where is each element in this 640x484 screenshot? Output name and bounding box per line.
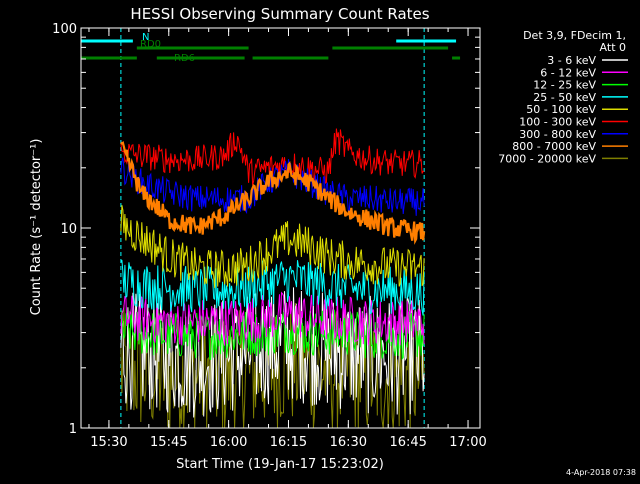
legend-header-line-2: Att 0 [600, 41, 626, 54]
chart-title: HESSI Observing Summary Count Rates [130, 5, 429, 23]
series-line-12-25-kev [120, 309, 425, 361]
x-tick-label: 15:30 [90, 435, 127, 450]
legend-entry-label: 100 - 300 keV [519, 116, 596, 129]
series-line-800-7000-kev [120, 140, 426, 245]
legend-entry-label: 50 - 100 keV [526, 103, 596, 116]
x-tick-label: 16:45 [389, 435, 426, 450]
series-line-50-100-kev [120, 205, 425, 289]
x-tick-label: 17:00 [449, 435, 486, 450]
legend-entry-label: 800 - 7000 keV [512, 140, 596, 153]
flag-rd6-label: RD6 [174, 53, 195, 64]
series-line-3-6-kev [120, 287, 425, 418]
flag-n-label: N [142, 32, 149, 43]
legend-entry-label: 25 - 50 keV [533, 91, 596, 104]
flag-rd0-label: RD0 [140, 39, 161, 50]
legend-entry-label: 300 - 800 keV [519, 128, 596, 141]
y-axis-label: Count Rate (s⁻¹ detector⁻¹) [29, 139, 44, 316]
x-axis-label: Start Time (19-Jan-17 15:23:02) [176, 457, 384, 472]
timestamp: 4-Apr-2018 07:38 [566, 468, 636, 477]
legend-entry-label: 6 - 12 keV [540, 66, 596, 79]
legend-entry-label: 12 - 25 keV [533, 79, 596, 92]
x-tick-label: 16:00 [210, 435, 247, 450]
legend-entry-label: 7000 - 20000 keV [498, 152, 596, 165]
legend-header-line-1: Det 3,9, FDecim 1, [523, 29, 626, 42]
y-tick-label: 100 [52, 22, 77, 37]
legend-entry-label: 3 - 6 keV [547, 54, 596, 67]
x-tick-label: 15:45 [150, 435, 187, 450]
series-line-300-800-kev [120, 157, 425, 216]
series-line-6-12-kev [120, 291, 425, 346]
y-tick-label: 1 [69, 422, 77, 437]
x-tick-label: 16:30 [330, 435, 367, 450]
series-line-25-50-kev [120, 258, 425, 316]
y-tick-label: 10 [60, 222, 77, 237]
x-tick-label: 16:15 [270, 435, 307, 450]
